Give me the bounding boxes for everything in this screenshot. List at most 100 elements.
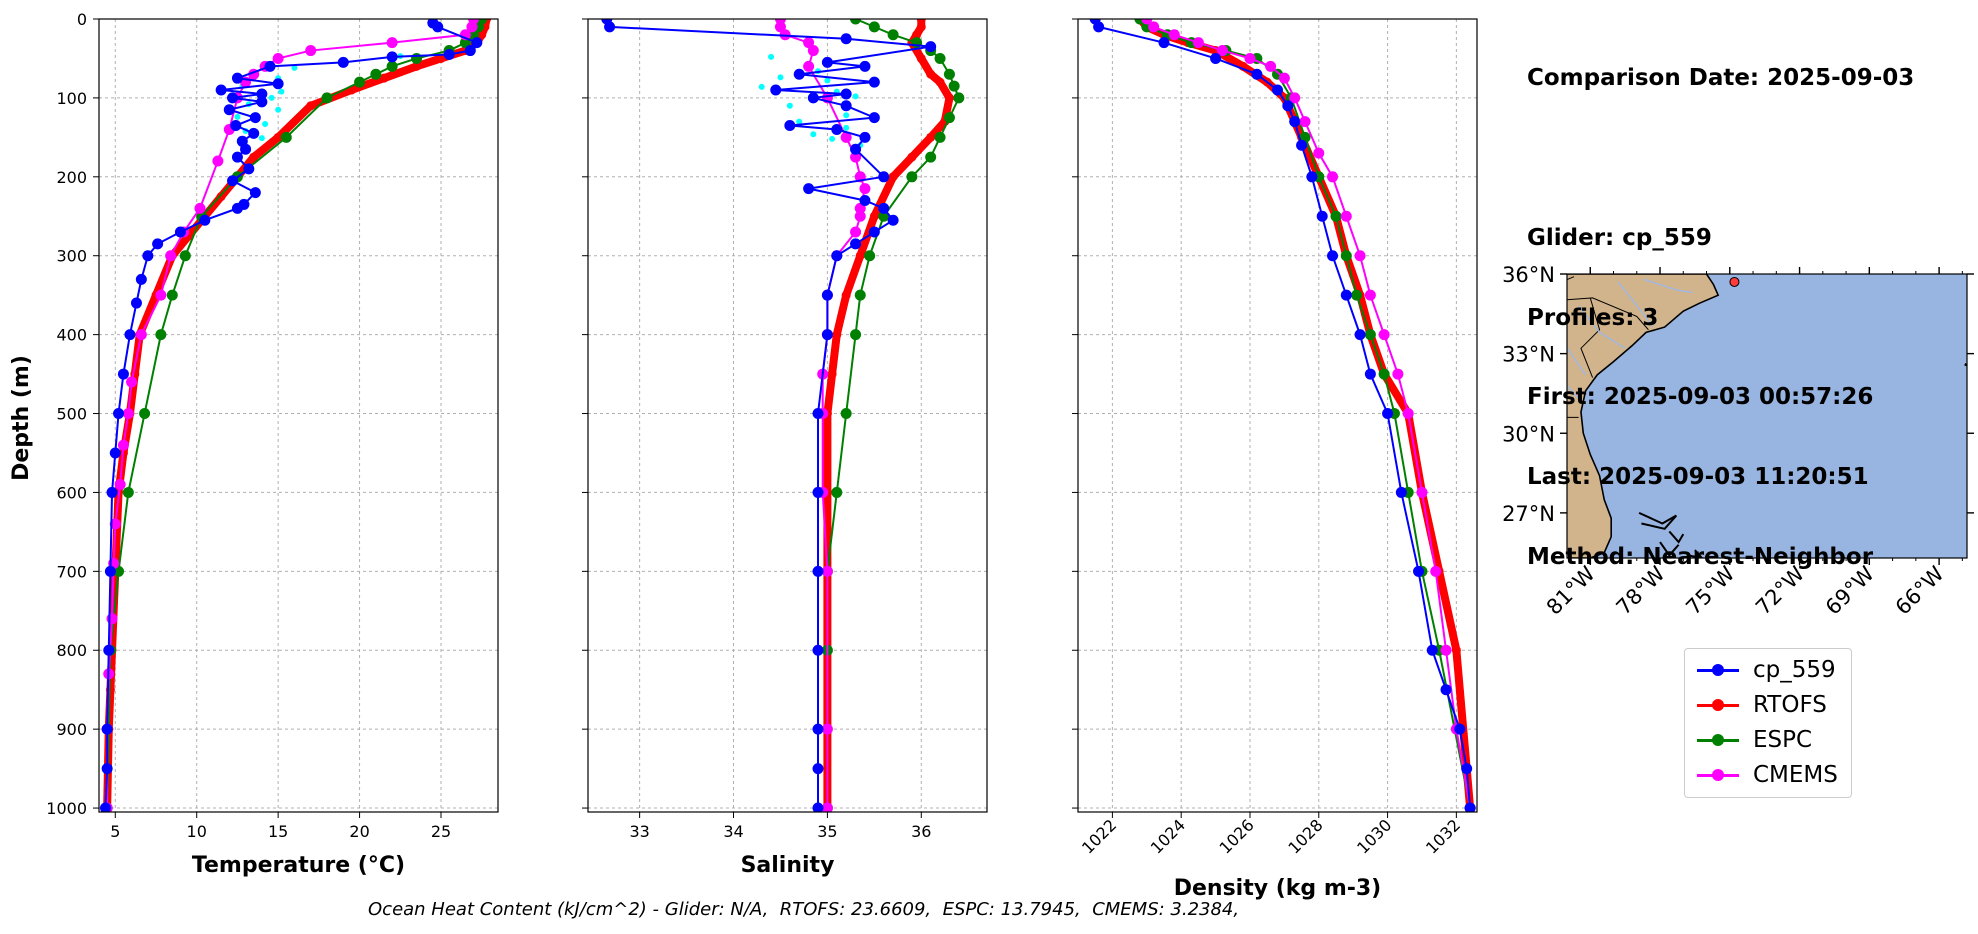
- data-point: [850, 238, 862, 250]
- data-point: [831, 486, 843, 498]
- legend-label: CMEMS: [1753, 762, 1838, 788]
- data-point: [934, 52, 946, 64]
- glider-name: Glider: cp_559: [1527, 224, 1712, 251]
- data-point: [100, 802, 112, 812]
- data-point: [878, 202, 890, 214]
- data-point: [1451, 645, 1461, 655]
- data-point: [1168, 29, 1180, 41]
- data-point: [142, 250, 154, 262]
- series-line-cp-559: [605, 19, 932, 809]
- legend-swatch-cmems: [1695, 760, 1741, 790]
- data-point: [106, 486, 118, 498]
- data-point: [887, 29, 899, 41]
- data-point: [803, 183, 815, 195]
- data-point: [227, 175, 239, 187]
- data-point: [272, 52, 284, 64]
- data-point: [840, 88, 852, 100]
- data-point: [249, 187, 261, 199]
- river: [1578, 305, 1626, 349]
- x-axis-label: Temperature (°C): [192, 853, 405, 878]
- data-point: [104, 565, 116, 577]
- state-border: [1567, 276, 1575, 281]
- data-point: [916, 19, 926, 24]
- data-point: [321, 92, 333, 104]
- data-point: [943, 112, 955, 124]
- data-point: [943, 68, 955, 80]
- y-tick-label: 500: [56, 405, 87, 424]
- gridlines: [1078, 18, 1477, 812]
- data-point: [256, 88, 268, 100]
- glider-location-marker: [1729, 276, 1740, 287]
- data-point: [165, 250, 177, 262]
- data-point: [212, 155, 224, 167]
- data-point: [386, 51, 398, 63]
- data-point: [821, 565, 833, 577]
- data-point: [869, 211, 879, 221]
- data-point: [840, 100, 852, 112]
- data-point: [850, 226, 862, 238]
- data-point: [859, 183, 871, 195]
- data-point: [249, 152, 259, 162]
- data-point: [604, 21, 616, 33]
- data-point: [199, 214, 211, 226]
- data-point: [240, 143, 252, 155]
- series-markers-cp-559: [601, 19, 937, 812]
- legend-label: RTOFS: [1753, 692, 1827, 718]
- raw-glider-point: [810, 131, 817, 138]
- data-point: [832, 330, 842, 340]
- y-axis: [1072, 18, 1078, 809]
- data-point: [101, 723, 113, 735]
- x-axis-label: Salinity: [741, 853, 835, 878]
- data-point: [113, 565, 125, 577]
- raw-glider-point: [268, 94, 275, 101]
- comparison-date: Comparison Date: 2025-09-03: [1527, 65, 1915, 92]
- data-point: [272, 78, 284, 90]
- data-point: [386, 60, 398, 72]
- map-lat-label: 30°N: [1502, 422, 1555, 446]
- method: Method: Nearest-Neighbor: [1527, 543, 1874, 570]
- data-point: [106, 613, 118, 625]
- data-point: [1282, 100, 1294, 112]
- y-tick-label: 900: [56, 720, 87, 739]
- data-point: [122, 408, 134, 420]
- data-point: [803, 60, 815, 72]
- data-point: [1306, 171, 1318, 183]
- series-line-cp-559: [104, 22, 478, 809]
- data-point: [1382, 408, 1394, 420]
- data-point: [477, 30, 487, 40]
- data-point: [821, 329, 833, 341]
- data-point: [1340, 289, 1352, 301]
- raw-glider-point: [291, 64, 298, 71]
- x-tick-label: 34: [723, 822, 743, 841]
- data-point: [1251, 68, 1263, 80]
- data-point: [249, 112, 261, 124]
- y-tick-label: 800: [56, 641, 87, 660]
- series-markers-cp-559: [1089, 19, 1476, 812]
- data-point: [850, 143, 862, 155]
- data-point: [1340, 250, 1352, 262]
- series-markers-cp-559: [100, 19, 483, 812]
- data-point: [231, 72, 243, 84]
- data-point: [1141, 19, 1153, 25]
- y-tick-label: 300: [56, 247, 87, 266]
- series-markers-espc: [1134, 19, 1476, 812]
- data-point: [831, 123, 843, 135]
- plot-frame: [1077, 18, 1478, 813]
- data-point: [1378, 368, 1390, 380]
- data-point: [812, 802, 824, 812]
- gridlines: [99, 18, 498, 812]
- data-point: [807, 45, 819, 57]
- state-border: [1567, 297, 1649, 331]
- data-point: [812, 723, 824, 735]
- data-point: [1378, 329, 1390, 341]
- data-point: [821, 56, 833, 68]
- map-frame: [1566, 273, 1968, 559]
- data-point: [215, 84, 227, 96]
- data-point: [179, 250, 191, 262]
- comparison-info: Comparison Date: 2025-09-03 Glider: cp_5…: [1527, 12, 1914, 597]
- raw-glider-point: [843, 112, 850, 119]
- data-point: [126, 376, 138, 388]
- panel-3: 1022 1024 1026 1028 1030 1032 Density (kg m-3): [1072, 18, 1478, 901]
- x-axis: 1022 1024 1026 1028 1030 1032: [1078, 812, 1464, 858]
- data-point: [850, 151, 862, 163]
